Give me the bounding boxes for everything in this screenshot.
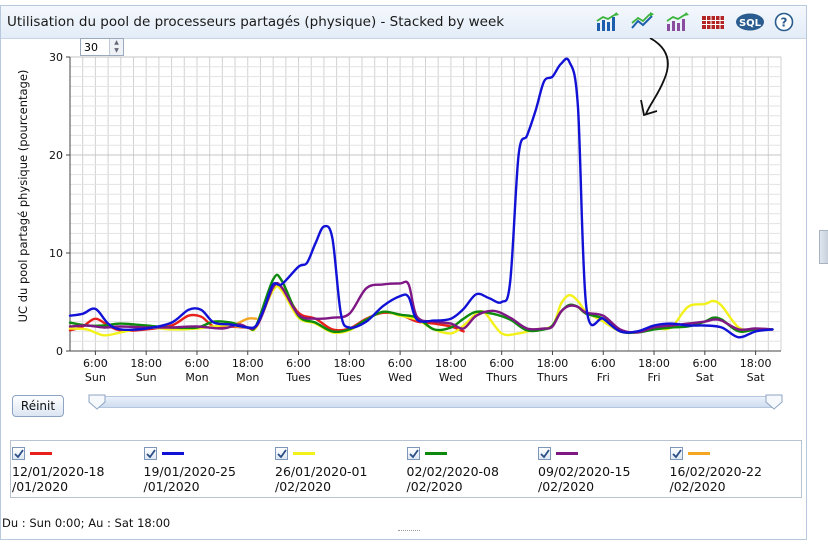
- title-bar: Utilisation du pool de processeurs parta…: [1, 6, 806, 39]
- legend-checkbox[interactable]: [275, 447, 288, 460]
- legend-swatch: [556, 452, 578, 455]
- table-icon[interactable]: [700, 12, 726, 32]
- series-line: [68, 273, 774, 335]
- legend-label: 16/02/2020-22 /02/2020: [669, 464, 762, 494]
- points-input-value: 30: [84, 41, 98, 54]
- x-tick-label: 6:00: [489, 357, 514, 370]
- legend-swatch: [293, 452, 315, 455]
- date-range-footer: Du : Sun 0:00; Au : Sat 18:00: [2, 516, 171, 530]
- x-tick-label: 18:00: [435, 357, 467, 370]
- x-tick-label: 6:00: [388, 357, 413, 370]
- x-tick-label: 6:00: [185, 357, 210, 370]
- grid-lines: [69, 56, 782, 352]
- y-tick-label: 0: [56, 345, 63, 358]
- resize-grip[interactable]: [398, 530, 420, 534]
- x-tick-label: 6:00: [591, 357, 616, 370]
- legend-label: 19/01/2020-25 /01/2020: [143, 464, 236, 494]
- x-tick-day-label: Wed: [388, 371, 412, 384]
- range-slider-left-handle[interactable]: [88, 393, 106, 411]
- legend: 12/01/2020-18 /01/2020 19/01/2020-25 /01/…: [10, 440, 802, 498]
- line-chart: 01020306:00Sun18:00Sun6:00Mon18:00Mon6:0…: [16, 38, 782, 384]
- legend-checkbox[interactable]: [538, 447, 551, 460]
- sql-label: SQL: [739, 18, 762, 29]
- y-tick-label: 10: [49, 247, 63, 260]
- toolbar: SQL ?: [595, 11, 794, 33]
- bar-chart-icon[interactable]: [595, 12, 621, 32]
- x-tick-label: 18:00: [232, 357, 264, 370]
- legend-item[interactable]: 12/01/2020-18 /01/2020: [12, 447, 137, 495]
- legend-checkbox[interactable]: [406, 447, 420, 460]
- x-tick-label: 6:00: [286, 357, 311, 370]
- x-tick-day-label: Wed: [439, 371, 463, 384]
- reset-button[interactable]: Réinit: [12, 395, 64, 417]
- legend-label: 02/02/2020-08 /02/2020: [406, 464, 499, 494]
- legend-item[interactable]: 19/01/2020-25 /01/2020: [143, 447, 269, 495]
- legend-label: 12/01/2020-18 /01/2020: [12, 464, 105, 494]
- x-tick-label: 18:00: [130, 357, 162, 370]
- x-tick-label: 18:00: [638, 357, 670, 370]
- x-tick-day-label: Thurs: [536, 371, 568, 384]
- x-tick-label: 18:00: [537, 357, 569, 370]
- legend-item[interactable]: 02/02/2020-08 /02/2020: [406, 447, 532, 495]
- line-chart-icon[interactable]: [630, 12, 656, 32]
- range-slider-right-handle[interactable]: [765, 393, 783, 411]
- x-tick-day-label: Mon: [236, 371, 259, 384]
- x-tick-day-label: Tues: [285, 371, 311, 384]
- range-slider-track[interactable]: [96, 396, 776, 408]
- x-tick-day-label: Mon: [185, 371, 208, 384]
- y-tick-label: 30: [49, 51, 63, 64]
- x-tick-label: 18:00: [740, 357, 772, 370]
- range-slider[interactable]: [88, 393, 783, 411]
- x-tick-label: 6:00: [692, 357, 717, 370]
- x-tick-label: 18:00: [333, 357, 365, 370]
- series-line: [68, 280, 774, 334]
- legend-checkbox[interactable]: [669, 447, 683, 460]
- chart-title: Utilisation du pool de processeurs parta…: [7, 14, 505, 30]
- x-tick-day-label: Tues: [336, 371, 362, 384]
- series-line: [68, 57, 774, 339]
- help-label: ?: [781, 16, 788, 30]
- x-tick-day-label: Thurs: [485, 371, 517, 384]
- legend-checkbox[interactable]: [143, 447, 157, 460]
- legend-label: 26/01/2020-01 /02/2020: [275, 464, 368, 494]
- combo-chart-icon[interactable]: [665, 12, 691, 32]
- y-tick-label: 20: [49, 149, 63, 162]
- help-icon[interactable]: ?: [774, 12, 794, 32]
- legend-item[interactable]: 16/02/2020-22 /02/2020: [669, 447, 795, 495]
- legend-checkbox[interactable]: [12, 447, 25, 460]
- x-tick-day-label: Sat: [696, 371, 715, 384]
- legend-swatch: [424, 452, 447, 455]
- x-tick-day-label: Fri: [597, 371, 610, 384]
- legend-swatch: [30, 452, 52, 455]
- legend-label: 09/02/2020-15 /02/2020: [538, 464, 631, 494]
- x-tick-day-label: Sun: [85, 371, 106, 384]
- sql-icon[interactable]: SQL: [735, 12, 765, 32]
- x-tick-label: 6:00: [83, 357, 108, 370]
- y-axis-label: UC du pool partagé physique (pourcentage…: [16, 70, 30, 323]
- x-tick-day-label: Sat: [747, 371, 766, 384]
- x-tick-day-label: Fri: [647, 371, 660, 384]
- legend-swatch: [161, 452, 184, 455]
- annotation-arrowhead: [640, 99, 658, 117]
- annotation-arrow: [645, 38, 669, 115]
- side-collapse-handle[interactable]: [819, 230, 828, 264]
- x-tick-day-label: Sun: [136, 371, 157, 384]
- legend-item[interactable]: 09/02/2020-15 /02/2020: [538, 447, 663, 495]
- points-spinner[interactable]: ▲ ▼: [109, 39, 123, 55]
- legend-swatch: [687, 452, 710, 455]
- points-input[interactable]: 30 ▲ ▼: [80, 38, 124, 56]
- legend-item[interactable]: 26/01/2020-01 /02/2020: [275, 447, 400, 495]
